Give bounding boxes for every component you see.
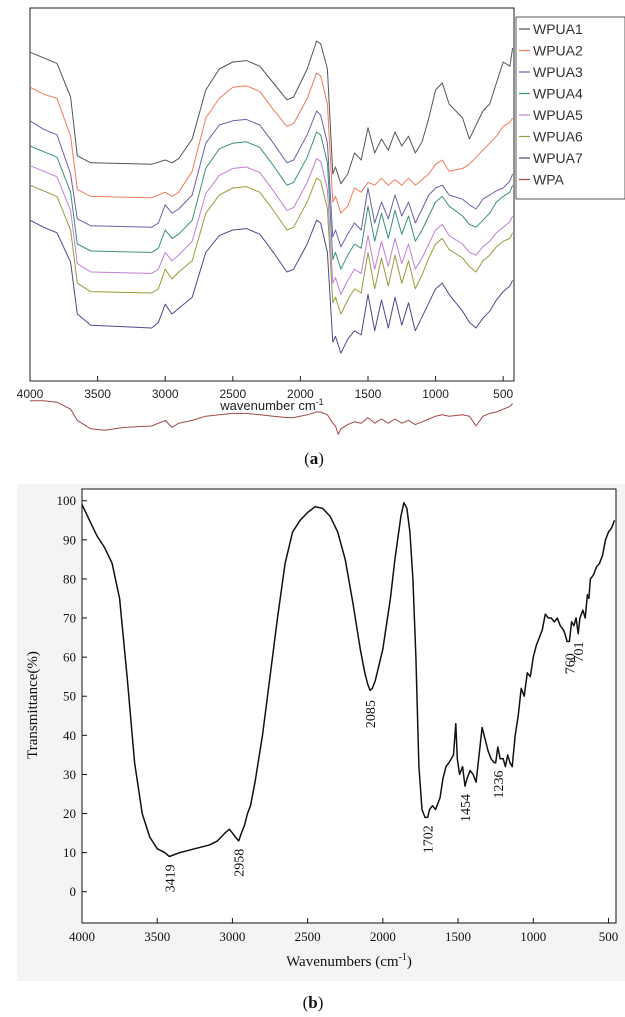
panel-b-y-tick-label: 30 — [63, 767, 76, 782]
panel-a-label: (a) — [304, 449, 324, 468]
panel-b-plot-frame — [81, 488, 617, 924]
panel-a-x-tick-label: 500 — [493, 387, 513, 401]
panel-a-x-tick-label: 1500 — [355, 387, 382, 401]
panel-b-y-tick-label: 20 — [63, 806, 76, 821]
panel-a-x-tick-label: 4000 — [17, 387, 44, 401]
panel-b: 0 10 20 30 40 50 60 70 80 90 100 4000 3500 3000 2500 2… — [17, 484, 625, 1012]
panel-a-legend: WPUA1 WPUA2 WPUA3 WPUA4 WPUA5 WPUA6 WPUA7 WPA — [515, 16, 625, 200]
panel-a-legend-entry: WPUA6 — [533, 129, 583, 145]
panel-a-legend-entry: WPUA5 — [533, 107, 583, 123]
panel-b-y-axis-label: Transmittance(%) — [25, 651, 41, 759]
panel-b-x-tick-label: 3000 — [219, 929, 245, 944]
panel-a-series-line-wpua7 — [29, 219, 514, 354]
panel-b-label: (b) — [303, 993, 324, 1012]
panel-b-y-tick-label: 10 — [63, 845, 76, 860]
panel-a-legend-entry: WPA — [533, 172, 565, 188]
panel-b-x-tick-label: 2500 — [295, 929, 321, 944]
panel-b-peak-annotation: 3419 — [163, 864, 178, 892]
panel-b-x-axis-label-superscript: -1 — [399, 952, 407, 963]
panel-a-series-group — [29, 40, 514, 435]
panel-b-y-ticks: 0 10 20 30 40 50 60 70 80 90 100 — [57, 493, 87, 899]
panel-b-peak-annotation: 2958 — [233, 849, 248, 877]
panel-b-x-tick-label: 3500 — [144, 929, 170, 944]
panel-a-x-axis-label: wavenumber cm-1 — [219, 397, 323, 413]
panel-b-y-tick-label: 0 — [70, 884, 77, 899]
panel-b-peak-annotation: 1702 — [422, 825, 437, 853]
panel-b-y-tick-label: 50 — [63, 689, 76, 704]
panel-a-series-line-wpua6 — [29, 177, 514, 315]
panel-a-series-line-wpa — [30, 400, 513, 435]
panel-a-series-line-wpua5 — [29, 158, 514, 295]
panel-b-y-tick-label: 80 — [63, 571, 76, 586]
panel-b-x-tick-label: 500 — [599, 929, 619, 944]
panel-a-legend-entry: WPUA1 — [533, 21, 583, 37]
panel-a-x-tick-label: 3500 — [84, 387, 111, 401]
panel-a-x-tick-label: 3000 — [152, 387, 179, 401]
panel-a-series-line-wpua4 — [29, 131, 514, 270]
panel-b-x-tick-label: 1000 — [520, 929, 546, 944]
panel-b-peak-annotation: 2085 — [364, 700, 379, 728]
panel-b-peak-annotation: 1236 — [492, 771, 507, 799]
panel-b-y-tick-label: 60 — [63, 650, 76, 665]
panel-b-y-tick-label: 70 — [63, 611, 76, 626]
panel-b-x-tick-label: 4000 — [69, 929, 95, 944]
panel-b-x-tick-label: 2000 — [370, 929, 396, 944]
panel-b-y-tick-label: 40 — [63, 728, 76, 743]
panel-a-x-axis-label-superscript: -1 — [316, 397, 324, 407]
panel-a-series-line-wpua3 — [29, 110, 514, 248]
panel-b-x-axis-label: Wavenumbers (cm-1) — [286, 952, 412, 970]
panel-a-series-line-wpua2 — [29, 72, 514, 214]
panel-a-legend-entry: WPUA3 — [533, 64, 583, 80]
panel-a: 4000 3500 3000 2500 2000 1500 1000 500 WPUA1WPU… — [17, 7, 625, 468]
panel-b-peak-annotation: 760 — [563, 653, 578, 674]
panel-a-x-tick-label: 2000 — [287, 387, 314, 401]
panel-a-plot-frame — [29, 7, 515, 382]
panel-b-x-ticks: 4000 3500 3000 2500 2000 1500 1000 500 — [69, 918, 618, 944]
panel-b-peak-annotation: 1454 — [459, 794, 474, 822]
panel-b-series-group — [81, 501, 616, 858]
panel-a-legend-entry: WPUA4 — [533, 86, 583, 102]
panel-b-y-tick-label: 90 — [63, 532, 76, 547]
panel-b-y-tick-label: 100 — [57, 493, 77, 508]
panel-b-x-tick-label: 1500 — [445, 929, 471, 944]
panel-a-x-tick-label: 1000 — [422, 387, 449, 401]
panel-b-series-line — [81, 501, 616, 858]
panel-a-legend-entry: WPUA2 — [533, 43, 583, 59]
panel-a-series-line-wpua1 — [29, 40, 514, 185]
panel-b-peak-annotation: 701 — [572, 642, 587, 663]
panel-a-x-ticks: 4000 3500 3000 2500 2000 1500 1000 500 — [17, 376, 514, 401]
panel-a-legend-entry: WPUA7 — [533, 150, 583, 166]
panel-a-legend-frame — [515, 16, 625, 200]
panel-a-x-tick-label: 2500 — [219, 387, 246, 401]
